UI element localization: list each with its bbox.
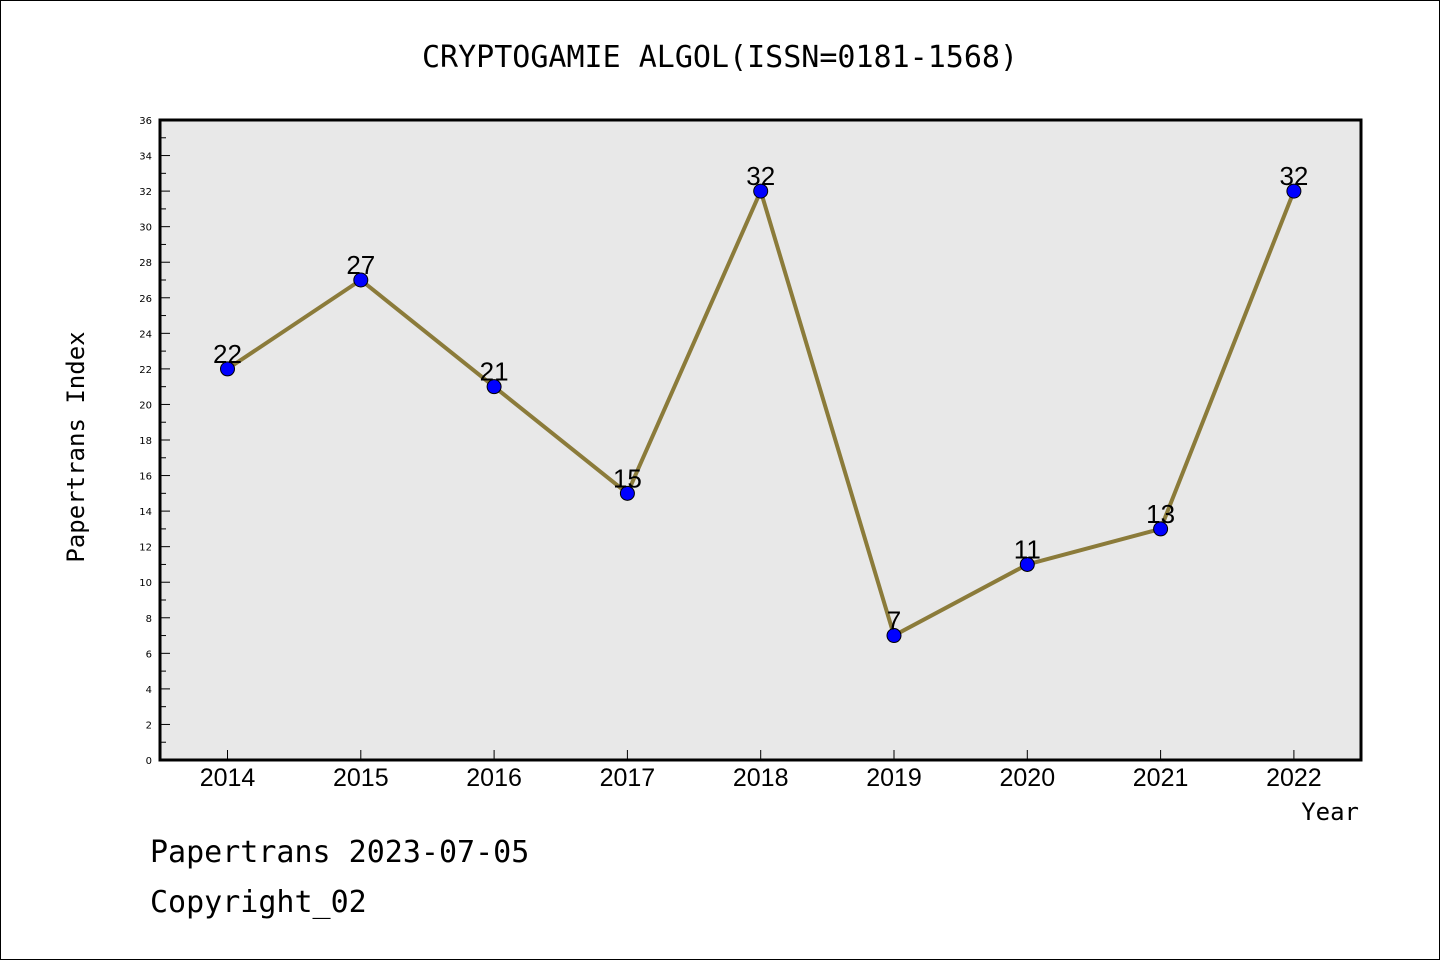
y-tick-label: 10 [139, 578, 152, 589]
y-tick-label: 24 [139, 329, 152, 340]
y-tick-label: 16 [139, 472, 152, 483]
y-tick-label: 26 [139, 294, 152, 305]
y-tick-label: 0 [146, 756, 152, 767]
data-label: 11 [1014, 534, 1041, 564]
plot-border [158, 118, 1363, 762]
y-tick-label: 6 [146, 649, 152, 660]
x-tick-label: 2022 [1266, 764, 1322, 792]
data-label: 27 [346, 250, 375, 280]
x-tick-label: 2020 [999, 764, 1055, 792]
y-tick-label: 2 [146, 720, 152, 731]
y-tick-label: 12 [139, 543, 152, 554]
plot-area [160, 120, 1361, 760]
data-point [753, 183, 769, 199]
y-tick-label: 34 [139, 152, 152, 163]
y-tick-label: 30 [139, 223, 152, 234]
data-point [1019, 556, 1035, 572]
y-tick-label: 4 [146, 685, 152, 696]
data-point [886, 628, 902, 644]
x-tick-label: 2018 [733, 764, 789, 792]
x-tick-label: 2014 [200, 764, 256, 792]
footer-stamp: Papertrans 2023-07-05 [150, 835, 530, 870]
data-point [1286, 183, 1302, 199]
data-point [1153, 521, 1169, 537]
data-label: 22 [213, 339, 242, 369]
data-label: 7 [887, 606, 901, 636]
x-tick-label: 2015 [333, 764, 389, 792]
x-axis-label: Year [1301, 798, 1359, 826]
data-point [619, 485, 635, 501]
y-tick-label: 22 [139, 365, 152, 376]
y-tick-label: 14 [139, 507, 152, 518]
data-label: 32 [746, 161, 775, 191]
y-tick-label: 36 [139, 116, 152, 127]
y-tick-label: 20 [139, 400, 152, 411]
y-tick-label: 8 [146, 614, 152, 625]
y-tick-label: 18 [139, 436, 152, 447]
data-point [486, 379, 502, 395]
data-point [353, 272, 369, 288]
x-tick-label: 2016 [466, 764, 522, 792]
data-label: 21 [480, 357, 509, 387]
x-tick-label: 2017 [600, 764, 656, 792]
data-label: 15 [613, 463, 642, 493]
data-label: 32 [1279, 161, 1308, 191]
y-tick-label: 32 [139, 187, 152, 198]
footer-copyright: Copyright_02 [150, 885, 367, 920]
y-tick-label: 28 [139, 258, 152, 269]
y-axis-label: Papertrans Index [62, 331, 90, 562]
data-point [220, 361, 235, 377]
data-label: 13 [1146, 499, 1175, 529]
chart-title: CRYPTOGAMIE ALGOL(ISSN=0181-1568) [422, 40, 1018, 75]
x-tick-label: 2019 [866, 764, 922, 792]
x-tick-label: 2021 [1133, 764, 1189, 792]
